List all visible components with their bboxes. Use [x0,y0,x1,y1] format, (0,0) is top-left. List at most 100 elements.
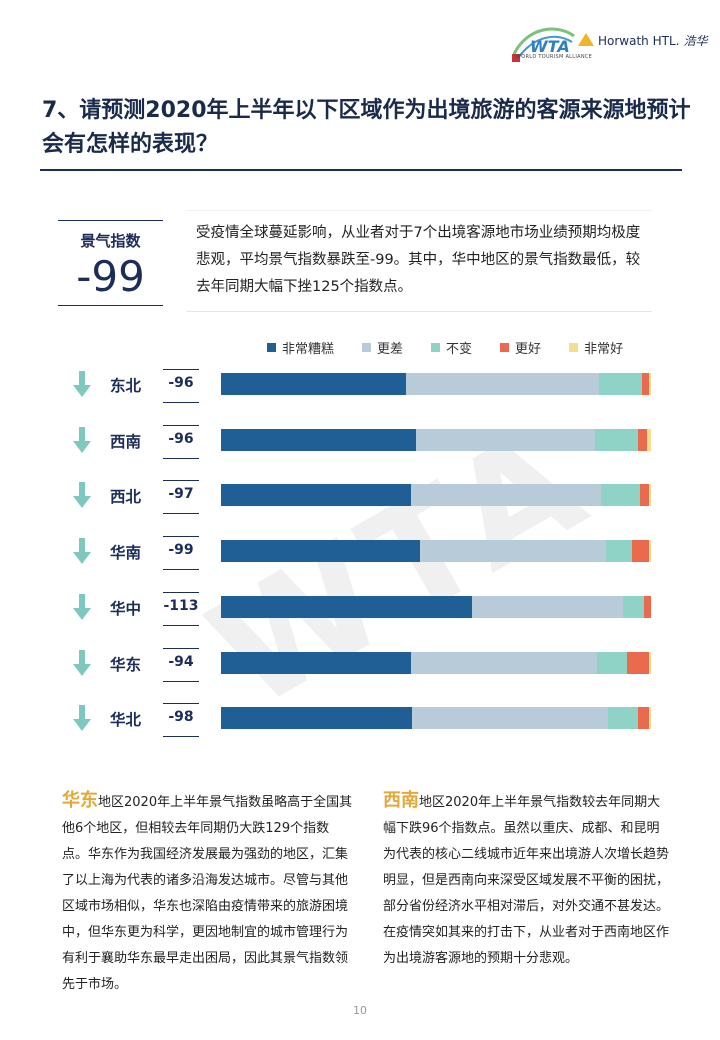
legend-label: 更差 [377,342,404,357]
bar-segment [221,373,406,395]
bar-segment [411,484,602,507]
index-value-box [163,369,199,403]
legend-label: 更好 [515,342,542,357]
chart-legend: 非常糟糕 更差 不变 更好 非常好 [267,338,651,357]
region-index-value: -96 [168,430,194,447]
down-arrow-icon [73,538,91,565]
legend-label: 非常好 [584,342,624,357]
region-label: 华中 [110,599,142,618]
down-arrow-icon [73,371,91,397]
chart-row: 华中 -113 [0,591,720,628]
region-label: 东北 [110,377,142,395]
stacked-bar [221,540,651,563]
bar-segment [221,540,420,563]
horwath-cn-text: 浩华 [683,34,708,48]
wta-caption: WORLD TOURISM ALLIANCE [516,54,593,60]
bar-segment [646,428,651,451]
down-arrow-icon [73,593,91,620]
bar-segment [648,707,651,730]
horwath-logo: Horwath HTL. 浩华 [578,32,707,49]
index-box-bottom-rule [58,305,163,306]
index-value-box [163,424,199,459]
svg-text:WTA: WTA [530,37,570,56]
bar-segment [627,651,649,674]
region-label: 西南 [110,432,142,451]
bar-segment [607,707,638,730]
stacked-bar [221,651,651,674]
down-arrow-icon [73,649,91,676]
bar-segment [416,428,595,451]
legend-item: 更差 [362,338,403,357]
summary-box [186,210,652,312]
index-value: -99 [76,252,145,301]
legend-swatch [267,343,276,352]
down-arrow-icon [73,426,91,453]
bar-segment [221,595,472,618]
bar-segment [221,484,412,507]
region-index-value: -99 [168,542,194,559]
bar-segment [648,484,651,507]
region-label: 华南 [110,544,142,563]
index-box-top-rule [58,220,163,221]
chart-row: 东北 -96 [0,369,720,405]
bar-segment [601,484,641,507]
page-title: 7、请预测2020年上半年以下区域作为出境旅游的客源来源地预计会有怎样的表现？ [42,98,691,157]
legend-swatch [431,343,441,352]
legend-item: 非常好 [569,338,623,357]
bar-segment [471,595,623,618]
legend-swatch [500,343,510,352]
stacked-bar [221,484,651,507]
down-arrow-icon [73,482,91,509]
legend-item: 更好 [500,338,541,357]
horwath-triangle-icon [578,33,594,46]
region-index-value: -94 [168,653,194,670]
stacked-bar [221,707,651,730]
bar-segment [419,540,606,563]
index-label: 景气指数 [80,232,141,250]
legend-swatch [362,343,372,352]
bar-segment [648,651,651,674]
index-value-box [163,647,199,682]
bar-segment [405,373,600,395]
stacked-bar [221,373,651,395]
region-label: 华北 [110,711,142,730]
bar-segment [412,707,608,730]
bar-segment [221,651,412,674]
bar-segment [605,540,632,563]
region-index-value: -113 [163,597,199,614]
index-value-box [163,480,199,515]
xinan-text: 地区2020年上半年景气指数较去年同期大幅下跌96个指数点。虽然以重庆、成都、和… [383,795,670,966]
chart-row: 华南 -99 [0,536,720,572]
bar-segment [648,373,651,395]
region-index-value: -98 [168,709,194,726]
xinan-lead: 西南 [383,790,419,811]
title-divider [40,169,682,171]
chart-row: 华北 -98 [0,703,720,739]
bar-segment [622,595,645,618]
bar-segment [631,540,649,563]
chart-row: 西南 -96 [0,424,720,461]
chart-row: 华东 -94 [0,647,720,684]
bar-segment [221,707,413,730]
legend-item: 非常糟糕 [267,338,334,357]
region-label: 西北 [110,488,142,507]
page-number: 10 [353,1004,367,1017]
region-label: 华东 [110,655,142,674]
legend-label: 不变 [446,342,473,357]
horwath-text: Horwath HTL. [598,34,680,48]
bar-segment [596,651,628,674]
bar-segment [594,428,638,451]
bar-segment [411,651,597,674]
bar-segment [221,428,417,451]
huadong-text: 地区2020年上半年景气指数虽略高于全国其他6个地区，但相较去年同期仍大跌129… [62,795,353,992]
chart-row: 西北 -97 [0,480,720,516]
down-arrow-icon [73,705,91,732]
index-value-box [163,536,199,571]
bar-segment [642,373,649,395]
region-index-value: -96 [168,375,194,391]
bar-segment [640,484,649,507]
bar-segment [637,707,649,730]
region-index-value: -97 [168,486,194,503]
summary-text: 受疫情全球蔓延影响，从业者对于7个出境客源地市场业绩预期均极度悲观，平均景气指数… [196,225,641,295]
legend-label: 非常糟糕 [282,342,335,357]
